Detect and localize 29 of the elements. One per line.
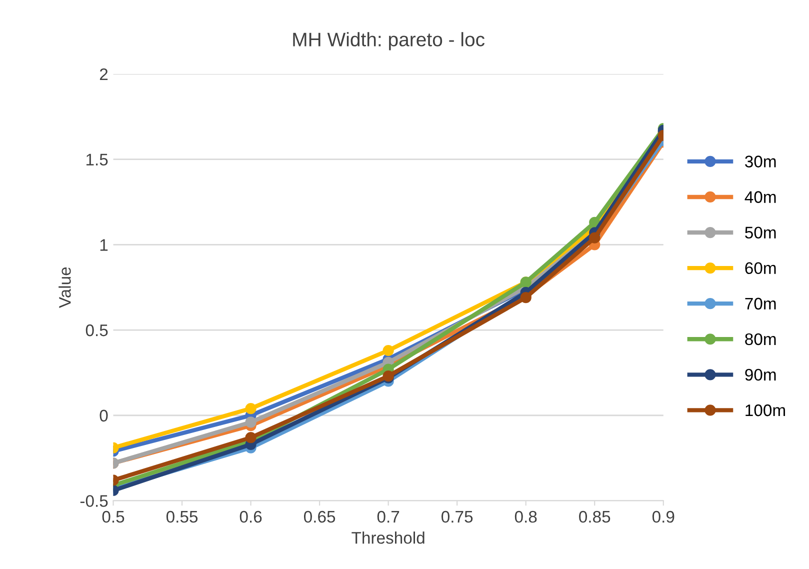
x-tick-label: 0.75 [442, 510, 473, 523]
y-tick-label: 1 [100, 239, 108, 251]
legend-label: 100m [746, 404, 785, 416]
x-tick-label: 0.8 [514, 510, 537, 523]
x-tick-label: 0.55 [166, 510, 198, 523]
y-tick-label: 0.5 [86, 324, 108, 336]
point [245, 432, 256, 444]
legend-label: 30m [745, 156, 776, 168]
chart-title: MH Width: pareto - loc [293, 32, 485, 50]
y-axis-title: Value [58, 267, 71, 308]
y-tick-label: 0 [100, 410, 108, 422]
legend-label: 90m [745, 368, 776, 381]
point [382, 344, 394, 356]
legend-label: 60m [745, 262, 776, 274]
x-axis-title: Threshold [352, 532, 424, 544]
point [245, 402, 256, 414]
legend-label: 80m [745, 333, 776, 346]
point [245, 416, 256, 428]
x-tick-label: 0.65 [304, 510, 336, 523]
legend-label: 50m [745, 226, 776, 239]
legend-label: 70m [745, 298, 776, 310]
x-tick-label: 0.6 [240, 510, 262, 523]
y-tick-label: 1.5 [86, 154, 108, 166]
x-tick-label: 0.9 [652, 510, 674, 523]
x-tick-label: 0.7 [377, 510, 400, 523]
x-tick-label: 0.85 [579, 510, 610, 523]
y-tick-label: 2 [100, 68, 108, 80]
legend-label: 40m [744, 191, 776, 203]
y-tick-label: -0.5 [80, 495, 108, 507]
